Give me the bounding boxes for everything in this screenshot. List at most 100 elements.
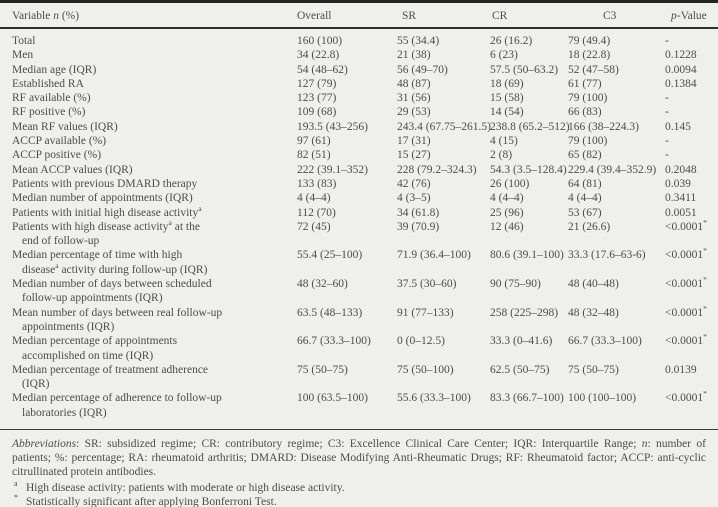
row-label: Total: [12, 35, 36, 47]
table-row: Men 34 (22.8) 21 (38) 6 (23) 18 (22.8) 0…: [0, 48, 718, 62]
cell-overall: 127 (79): [297, 77, 337, 90]
cell-sr: 55.6 (33.3–100): [397, 392, 471, 405]
column-header-p-value: p-Value: [671, 10, 707, 22]
cell-cr: 54.3 (3.5–128.4): [490, 163, 567, 176]
cell-p-value: -: [665, 149, 669, 162]
cell-cr: 4 (4–4): [490, 192, 524, 205]
cell-cr: 4 (15): [490, 135, 518, 148]
row-label: Median percentage of treatment adherence…: [12, 363, 209, 391]
table-row: Patients with high disease activitya at …: [0, 218, 718, 249]
cell-p-value: <0.0001*: [665, 332, 707, 348]
footnote-marker: a: [14, 478, 18, 488]
cell-sr: 4 (3–5): [397, 192, 431, 205]
column-header-overall: Overall: [297, 10, 332, 22]
cell-c3: 4 (4–4): [568, 192, 602, 205]
cell-overall: 123 (77): [297, 92, 337, 105]
cell-cr: 12 (46): [490, 220, 524, 233]
cell-sr: 34 (61.8): [397, 206, 440, 219]
row-label: Mean number of days between real follow-…: [12, 306, 223, 333]
table-header-row: Variable n (%) Overall SR CR C3 p-Value: [0, 3, 718, 27]
cell-c3: 53 (67): [568, 206, 602, 219]
cell-c3: 18 (22.8): [568, 49, 611, 62]
cell-p-value: -: [665, 106, 669, 119]
cell-p-value: 0.3411: [665, 192, 697, 205]
cell-overall: 55.4 (25–100): [297, 249, 363, 262]
cell-sr: 243.4 (67.75–261.5): [397, 120, 491, 133]
cell-cr: 15 (58): [490, 92, 524, 105]
row-label: Median percentage of adherence to follow…: [12, 392, 222, 419]
row-label: Median age (IQR): [12, 63, 97, 76]
cell-c3: 79 (49.4): [568, 35, 611, 47]
cell-cr: 26 (16.2): [490, 35, 533, 47]
table-footer: Abbreviations: SR: subsidized regime; CR…: [0, 430, 718, 507]
cell-cr: 57.5 (50–63.2): [490, 63, 559, 76]
table-row: Total 160 (100) 55 (34.4) 26 (16.2) 79 (…: [0, 34, 718, 48]
cell-cr: 258 (225–298): [490, 306, 559, 319]
cell-sr: 31 (56): [397, 92, 431, 105]
row-label: Median number of days between scheduled f…: [12, 278, 212, 305]
cell-p-value: <0.0001*: [665, 246, 707, 262]
row-label: Patients with high disease activitya at …: [12, 218, 200, 248]
cell-cr: 18 (69): [490, 77, 524, 90]
cell-c3: 33.3 (17.6–63-6): [568, 249, 646, 262]
table-row: Median age (IQR) 54 (48–62) 56 (49–70) 5…: [0, 63, 718, 77]
cell-cr: 238.8 (65.2–512): [490, 120, 570, 133]
footnote-text: High disease activity: patients with mod…: [26, 481, 345, 494]
cell-c3: 66 (83): [568, 106, 602, 119]
cell-overall: 222 (39.1–352): [297, 163, 368, 176]
table-row: Median percentage of adherence to follow…: [0, 390, 718, 420]
cell-overall: 100 (63.5–100): [297, 392, 368, 405]
table-row: Median percentage of time with high disea…: [0, 246, 718, 277]
cell-p-value: <0.0001*: [665, 303, 707, 319]
table-header: Variable n (%) Overall SR CR C3 p-Value: [0, 0, 718, 29]
cell-p-value: -: [665, 35, 669, 47]
footnote-marker: *: [14, 493, 18, 502]
cell-sr: 21 (38): [397, 49, 431, 62]
cell-p-value: 0.039: [665, 177, 691, 190]
cell-overall: 34 (22.8): [297, 49, 340, 62]
cell-c3: 79 (100): [568, 92, 608, 105]
cell-overall: 72 (45): [297, 220, 331, 233]
cell-sr: 42 (76): [397, 177, 431, 190]
cell-overall: 193.5 (43–256): [297, 120, 368, 133]
cell-overall: 4 (4–4): [297, 192, 331, 205]
cell-c3: 52 (47–58): [568, 63, 619, 76]
cell-p-value: -: [665, 135, 669, 148]
cell-cr: 6 (23): [490, 49, 518, 62]
cell-sr: 75 (50–100): [397, 363, 454, 376]
cell-cr: 2 (8): [490, 149, 513, 162]
cell-c3: 21 (26.6): [568, 220, 611, 233]
cell-cr: 14 (54): [490, 106, 524, 119]
cell-overall: 133 (83): [297, 177, 337, 190]
row-label: RF available (%): [12, 92, 91, 105]
cell-sr: 56 (49–70): [397, 63, 448, 76]
cell-p-value: -: [665, 92, 669, 105]
table-row: ACCP positive (%) 82 (51) 15 (27) 2 (8) …: [0, 148, 718, 162]
row-label: Patients with initial high disease activ…: [12, 203, 202, 219]
cell-sr: 48 (87): [397, 77, 431, 90]
footer-divider: [0, 429, 718, 431]
cell-p-value: 0.0139: [665, 363, 697, 376]
table-row: Patients with previous DMARD therapy 133…: [0, 177, 718, 191]
cell-p-value: 0.2048: [665, 163, 697, 176]
cell-cr: 26 (100): [490, 177, 530, 190]
cell-overall: 82 (51): [297, 149, 331, 162]
cell-overall: 66.7 (33.3–100): [297, 335, 371, 348]
table-row: RF positive (%) 109 (68) 29 (53) 14 (54)…: [0, 105, 718, 119]
cell-sr: 15 (27): [397, 149, 431, 162]
table-row: Mean RF values (IQR) 193.5 (43–256) 243.…: [0, 120, 718, 134]
cell-cr: 25 (96): [490, 206, 524, 219]
cell-overall: 54 (48–62): [297, 63, 348, 76]
cell-c3: 64 (81): [568, 177, 602, 190]
cell-sr: 228 (79.2–324.3): [397, 163, 477, 176]
column-header-c3: C3: [603, 10, 617, 22]
cell-sr: 55 (34.4): [397, 35, 440, 47]
cell-sr: 37.5 (30–60): [397, 278, 457, 291]
footnote: * Statistically significant after applyi…: [12, 493, 706, 507]
table-row: Mean ACCP values (IQR) 222 (39.1–352) 22…: [0, 163, 718, 177]
cell-cr: 90 (75–90): [490, 278, 541, 291]
column-header-cr: CR: [492, 10, 508, 22]
cell-cr: 80.6 (39.1–100): [490, 249, 564, 262]
cell-c3: 75 (50–75): [568, 363, 619, 376]
